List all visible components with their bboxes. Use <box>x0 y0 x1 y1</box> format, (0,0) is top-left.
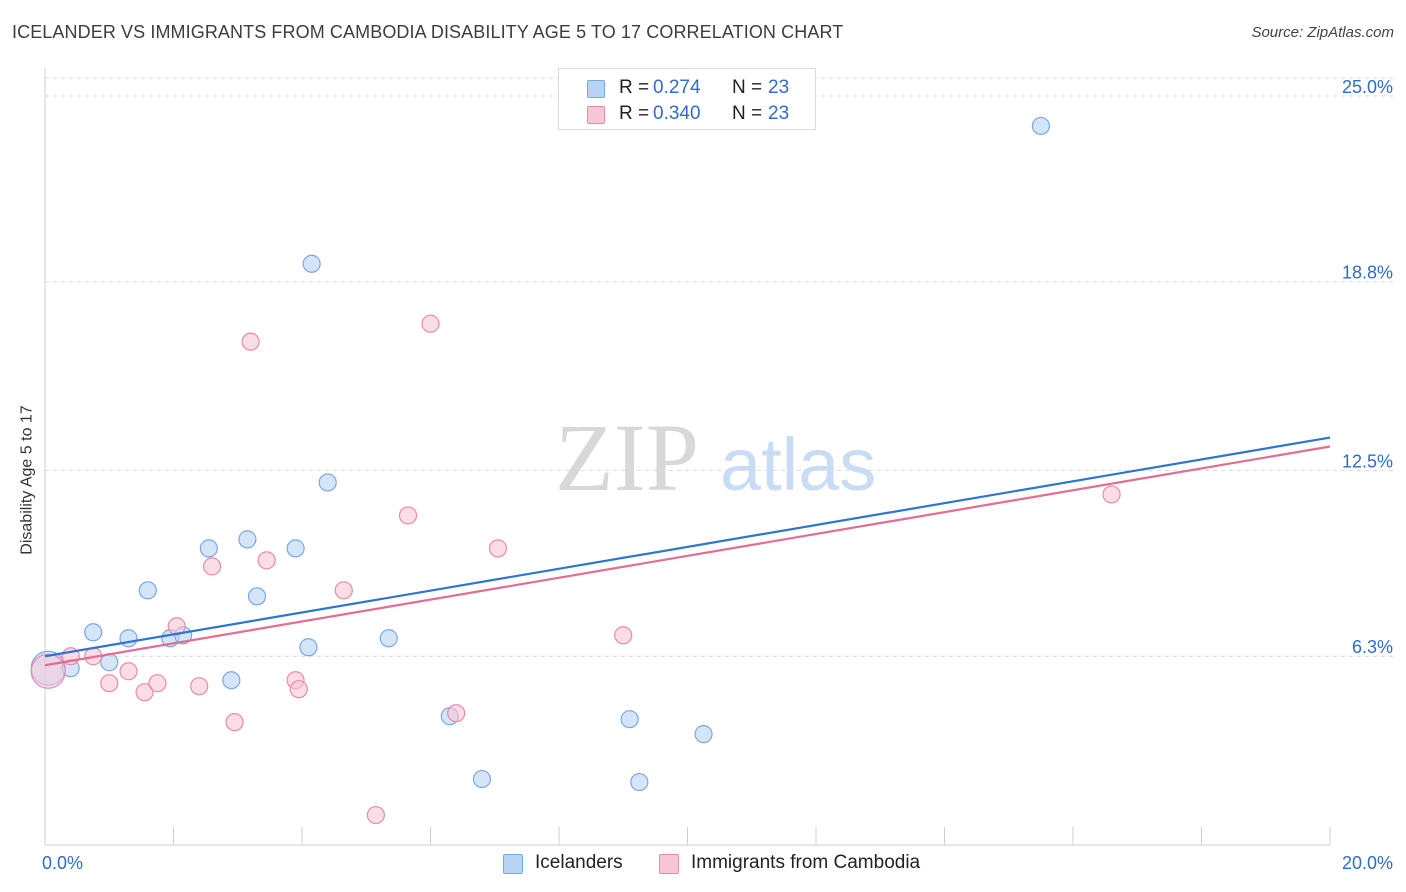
y-tick-label: 12.5% <box>1342 451 1393 471</box>
cambodia-trend-line <box>44 445 1331 667</box>
icelander-point <box>694 725 713 744</box>
n-value: 23 <box>768 103 790 124</box>
cambodia-point <box>334 581 353 600</box>
cambodia-point <box>421 314 440 333</box>
icelander-point <box>630 772 649 792</box>
y-axis-label: Disability Age 5 to 17 <box>19 405 37 555</box>
cambodia-point <box>135 683 154 702</box>
icelander-point <box>318 473 337 492</box>
n-label: N = <box>732 77 763 98</box>
cambodia-point <box>119 662 138 681</box>
chart-source: Source: ZipAtlas.com <box>1251 24 1394 41</box>
cambodia-point <box>225 713 244 732</box>
n-value: 23 <box>768 77 790 98</box>
legend-row-cambodia: R = 0.340 N = 23 <box>559 103 815 127</box>
icelander-point <box>299 638 318 657</box>
series-legend: Icelanders Immigrants from Cambodia <box>0 852 1406 878</box>
legend-label-icelanders: Icelanders <box>535 852 623 873</box>
r-value: 0.274 <box>653 77 701 98</box>
icelander-point <box>620 710 639 729</box>
r-label: R = <box>619 103 650 124</box>
watermark-atlas: atlas <box>720 423 876 506</box>
watermark-zip: ZIP <box>555 404 699 511</box>
icelander-point <box>247 587 267 606</box>
icelander-point <box>472 769 491 789</box>
legend-swatch-pink <box>587 106 605 124</box>
legend-label-cambodia: Immigrants from Cambodia <box>691 852 921 873</box>
icelander-point <box>138 581 157 600</box>
legend-swatch-blue <box>587 80 605 98</box>
cambodia-point <box>257 551 276 570</box>
icelander-trend-line <box>44 436 1331 658</box>
cambodia-point <box>614 626 633 645</box>
n-label: N = <box>732 103 763 124</box>
icelander-point <box>222 671 241 690</box>
legend-row-icelanders: R = 0.274 N = 23 <box>559 77 815 101</box>
icelander-point <box>199 539 218 558</box>
x-tick-label: 0.0% <box>42 853 83 873</box>
cambodia-point <box>366 805 385 825</box>
cambodia-point <box>241 332 260 351</box>
icelander-point <box>119 629 138 648</box>
watermark: ZIP atlas <box>555 404 876 511</box>
tick-labels: 6.3% 12.5% 18.8% 25.0% 0.0% 20.0% <box>42 77 1393 873</box>
correlation-legend: R = 0.274 N = 23 R = 0.340 N = 23 <box>558 68 816 130</box>
cambodia-point <box>190 677 209 696</box>
icelander-point <box>84 623 103 642</box>
legend-swatch-icelanders <box>503 854 523 874</box>
cambodia-point <box>1102 485 1121 504</box>
cambodia-point <box>148 674 167 693</box>
icelander-point <box>379 629 398 648</box>
x-tick-label: 20.0% <box>1342 853 1393 873</box>
cambodia-point <box>447 704 466 723</box>
icelander-point <box>238 530 257 549</box>
r-label: R = <box>619 77 650 98</box>
icelander-point <box>302 254 321 273</box>
trend-lines <box>44 436 1331 667</box>
r-value: 0.340 <box>653 103 701 124</box>
legend-swatch-cambodia <box>659 854 679 874</box>
y-tick-label: 25.0% <box>1342 77 1393 97</box>
y-tick-label: 18.8% <box>1342 263 1393 283</box>
y-axis-label-wrap: Disability Age 5 to 17 <box>10 300 46 660</box>
grid-lines <box>45 77 1395 657</box>
cambodia-point <box>488 539 508 558</box>
icelander-point <box>1031 116 1050 136</box>
cambodia-point <box>289 680 308 699</box>
y-tick-label: 6.3% <box>1352 637 1393 657</box>
chart-title: ICELANDER VS IMMIGRANTS FROM CAMBODIA DI… <box>12 22 844 42</box>
axes <box>44 68 1331 846</box>
data-points <box>30 116 1121 825</box>
icelander-point <box>286 539 305 558</box>
cambodia-point <box>202 557 222 576</box>
cambodia-point <box>100 674 119 693</box>
cambodia-point <box>398 506 418 525</box>
